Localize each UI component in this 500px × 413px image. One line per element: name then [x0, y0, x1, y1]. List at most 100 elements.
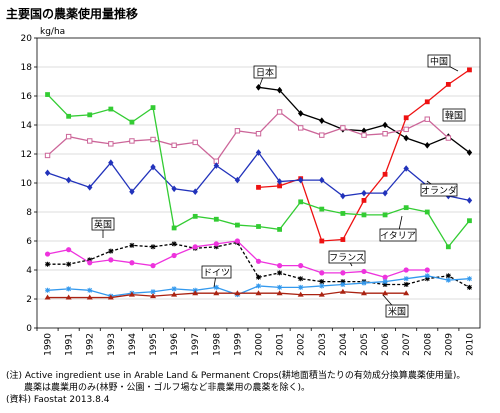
- y-tick-label: 6: [26, 237, 32, 247]
- data-point: [171, 286, 177, 292]
- data-point: [382, 171, 388, 177]
- y-tick-label: 18: [21, 63, 33, 73]
- x-tick-label: 1998: [212, 333, 222, 356]
- data-point: [424, 273, 430, 279]
- y-tick-label: 14: [21, 121, 33, 131]
- data-point: [277, 270, 283, 276]
- data-point: [424, 99, 430, 105]
- x-tick-label: 1991: [65, 333, 75, 356]
- data-point: [234, 238, 241, 244]
- x-tick-label: 2007: [402, 333, 412, 356]
- data-point: [108, 257, 114, 263]
- data-point: [445, 277, 451, 283]
- y-tick-label: 4: [26, 266, 32, 276]
- series-line: [47, 241, 470, 288]
- data-point: [256, 224, 261, 229]
- data-point: [150, 263, 156, 269]
- data-point: [424, 116, 430, 122]
- data-point: [87, 184, 93, 191]
- y-tick-label: 0: [26, 324, 32, 334]
- data-point: [445, 273, 451, 279]
- callout-box: [379, 228, 417, 242]
- data-point: [319, 206, 325, 212]
- x-tick-label: 1996: [170, 333, 180, 356]
- y-tick-label: 2: [26, 295, 32, 305]
- data-point: [424, 142, 430, 149]
- note-line-1: (注) Active ingredient use in Arable Land…: [6, 371, 466, 381]
- data-point: [319, 132, 325, 138]
- data-point: [213, 162, 220, 169]
- x-tick-label: 2010: [465, 333, 475, 356]
- x-tick-label: 2003: [318, 333, 328, 356]
- data-point: [66, 286, 72, 292]
- data-point: [66, 247, 72, 253]
- data-point: [445, 244, 451, 250]
- data-point: [298, 199, 304, 205]
- data-point: [45, 92, 50, 97]
- x-tick-label: 2009: [444, 333, 454, 356]
- data-point: [171, 142, 177, 149]
- series-line: [47, 111, 449, 163]
- data-point: [319, 283, 325, 289]
- data-point: [44, 169, 51, 177]
- callout-box: [253, 65, 277, 79]
- data-point: [255, 290, 262, 296]
- data-point: [276, 109, 283, 115]
- data-point: [129, 188, 135, 195]
- data-point: [108, 106, 114, 112]
- y-tick-label: 16: [21, 92, 33, 102]
- data-point: [86, 294, 93, 300]
- x-tick-label: 2008: [423, 333, 433, 356]
- data-point: [276, 290, 283, 296]
- data-point: [466, 149, 473, 156]
- data-point: [150, 244, 156, 250]
- data-point: [340, 125, 346, 131]
- data-point: [213, 216, 219, 222]
- data-point: [382, 212, 388, 218]
- data-point: [467, 67, 472, 73]
- data-point: [382, 290, 389, 296]
- y-tick-label: 8: [26, 208, 32, 218]
- data-point: [66, 113, 72, 119]
- data-point: [340, 237, 346, 242]
- data-point: [213, 241, 219, 247]
- data-point: [150, 163, 156, 171]
- data-point: [171, 291, 178, 297]
- data-point: [108, 159, 114, 166]
- data-point: [171, 185, 177, 193]
- callout-box: [328, 250, 366, 264]
- data-point: [150, 293, 157, 299]
- data-point: [108, 248, 114, 254]
- x-tick-label: 1995: [149, 333, 159, 356]
- data-point: [66, 261, 72, 267]
- chart-title: 主要国の農薬使用量推移: [6, 7, 139, 21]
- data-point: [65, 133, 72, 140]
- data-point: [360, 290, 367, 296]
- data-point: [129, 260, 135, 266]
- x-tick-label: 1993: [107, 333, 117, 356]
- callout-box: [91, 217, 115, 231]
- data-point: [192, 213, 198, 219]
- data-point: [234, 176, 241, 184]
- data-point: [424, 276, 430, 282]
- series-label: フランス: [329, 253, 365, 264]
- series-label: 韓国: [445, 111, 463, 122]
- data-point: [45, 261, 51, 267]
- data-point: [298, 276, 304, 282]
- x-tick-label: 1992: [86, 333, 96, 356]
- data-point: [339, 288, 346, 294]
- data-point: [277, 183, 282, 189]
- data-point: [318, 291, 325, 297]
- callout-box: [427, 54, 451, 68]
- data-point: [424, 209, 430, 215]
- source-note: (資料) Faostat 2013.8.4: [6, 395, 110, 405]
- data-point: [129, 242, 135, 248]
- callout-box: [385, 304, 409, 318]
- data-point: [213, 244, 219, 250]
- data-point: [297, 125, 304, 131]
- data-point: [361, 189, 367, 197]
- data-point: [150, 289, 156, 295]
- data-point: [382, 121, 388, 129]
- data-point: [403, 267, 409, 273]
- data-point: [403, 205, 409, 211]
